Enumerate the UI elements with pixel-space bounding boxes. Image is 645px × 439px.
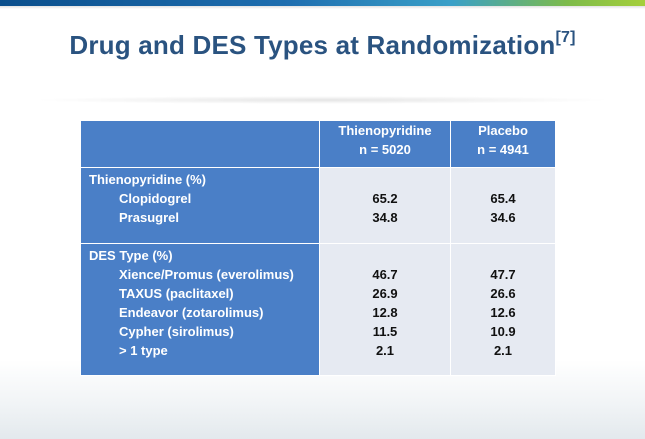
- value: 10.9: [490, 324, 516, 339]
- title-divider: [30, 96, 615, 104]
- slide-title: Drug and DES Types at Randomization[7]: [0, 29, 645, 61]
- row-label: Prasugrel: [119, 210, 179, 225]
- section-label-cell: Thienopyridine (%) Clopidogrel Prasugrel: [80, 167, 320, 244]
- value: 65.2: [372, 191, 398, 206]
- header-placebo: Placebo n = 4941: [450, 120, 556, 168]
- column-name: Thienopyridine: [338, 123, 432, 138]
- drug-des-table: Thienopyridine n = 5020 Placebo n = 4941…: [80, 120, 556, 376]
- value: 2.1: [375, 343, 395, 358]
- thienopyridine-values-cell: 65.2 34.8: [319, 167, 451, 244]
- value: 46.7: [372, 267, 398, 282]
- section-label-cell: DES Type (%) Xience/Promus (everolimus) …: [80, 243, 320, 376]
- column-n: n = 4941: [477, 142, 529, 157]
- value: 2.1: [493, 343, 513, 358]
- row-label: Clopidogrel: [119, 191, 192, 206]
- top-accent-bar: [0, 0, 645, 6]
- row-label: Cypher (sirolimus): [119, 324, 234, 339]
- header-blank-cell: [80, 120, 320, 168]
- section-thienopyridine: Thienopyridine (%) Clopidogrel Prasugrel…: [80, 167, 556, 244]
- table-header-row: Thienopyridine n = 5020 Placebo n = 4941: [80, 120, 556, 168]
- placebo-values-cell: 65.4 34.6: [450, 167, 556, 244]
- section-heading: DES Type (%): [89, 248, 173, 263]
- row-label: Endeavor (zotarolimus): [119, 305, 264, 320]
- row-label: TAXUS (paclitaxel): [119, 286, 234, 301]
- thienopyridine-values-cell: 46.7 26.9 12.8 11.5 2.1: [319, 243, 451, 376]
- header-thienopyridine: Thienopyridine n = 5020: [319, 120, 451, 168]
- placebo-values-cell: 47.7 26.6 12.6 10.9 2.1: [450, 243, 556, 376]
- slide-title-reference: [7]: [555, 29, 576, 47]
- value: 34.6: [490, 210, 516, 225]
- value: 65.4: [490, 191, 516, 206]
- row-label: > 1 type: [119, 343, 168, 358]
- row-label: Xience/Promus (everolimus): [119, 267, 294, 282]
- value: 12.8: [372, 305, 398, 320]
- column-name: Placebo: [478, 123, 528, 138]
- section-heading: Thienopyridine (%): [89, 172, 206, 187]
- value: 26.9: [372, 286, 398, 301]
- section-des-type: DES Type (%) Xience/Promus (everolimus) …: [80, 243, 556, 376]
- column-n: n = 5020: [359, 142, 411, 157]
- slide-title-text: Drug and DES Types at Randomization: [69, 30, 556, 60]
- value: 47.7: [490, 267, 516, 282]
- top-accent-shadow: [0, 6, 645, 9]
- value: 34.8: [372, 210, 398, 225]
- value: 12.6: [490, 305, 516, 320]
- value: 26.6: [490, 286, 516, 301]
- value: 11.5: [372, 324, 398, 339]
